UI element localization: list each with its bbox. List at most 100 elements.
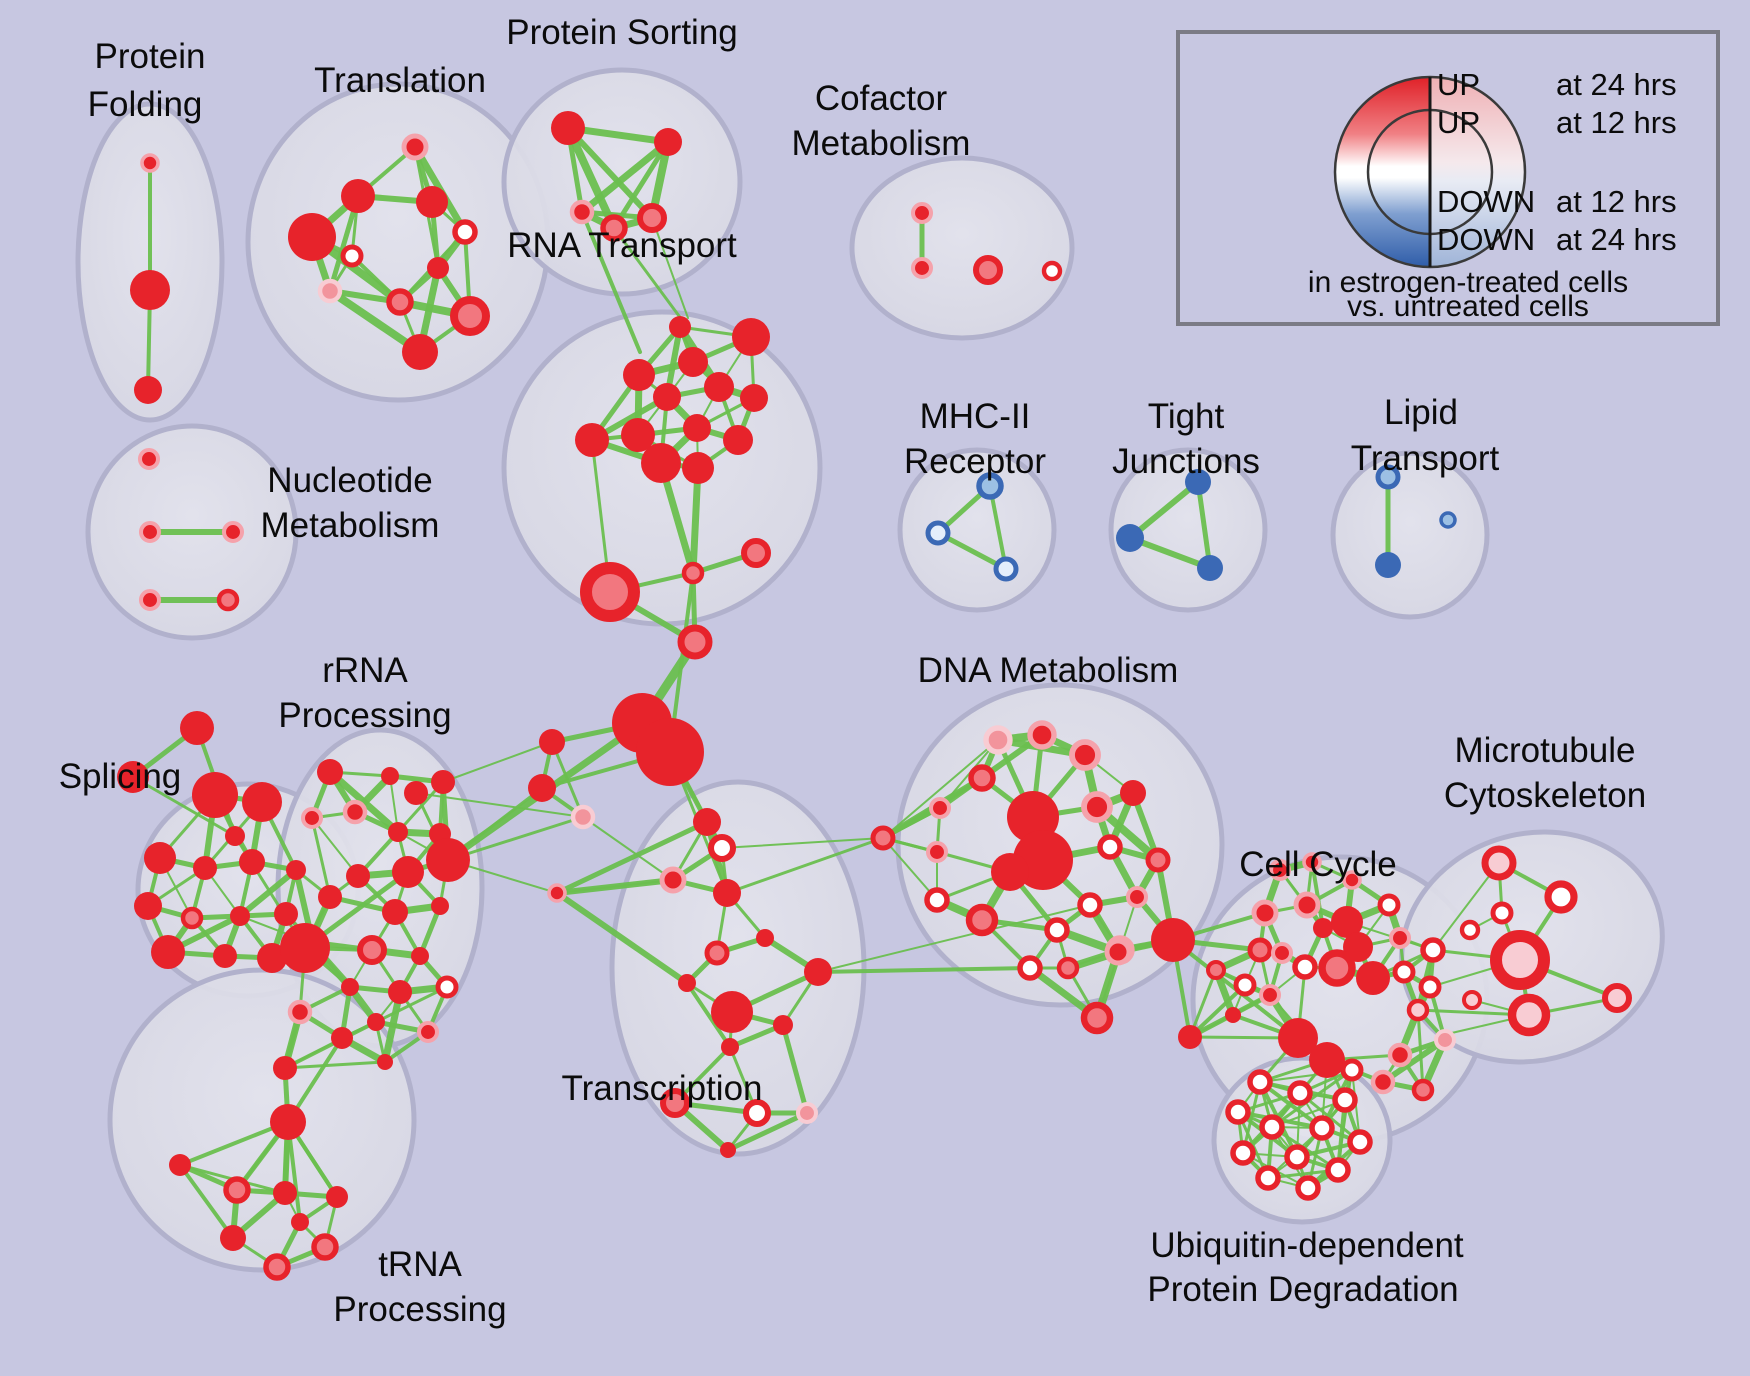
cluster-protein-folding-label: Folding [88,85,203,124]
network-node [1259,1114,1285,1140]
network-node [1145,847,1171,873]
network-node [404,781,428,805]
network-node [287,999,313,1025]
network-node [1375,552,1401,578]
network-node [1081,791,1113,823]
network-node [1388,926,1412,950]
network-node [924,887,950,913]
network-node [341,179,375,213]
cluster-ubiquitin-degradation-label: Protein Degradation [1147,1270,1458,1309]
network-node [1462,990,1482,1010]
network-node [1309,1042,1345,1078]
network-node [623,359,655,391]
network-node [637,203,667,233]
cluster-tight-junctions-ellipse [1108,447,1268,613]
network-edge [556,879,674,894]
network-node [140,153,160,173]
network-node [377,1054,393,1070]
network-edge [582,816,674,881]
network-node [1041,260,1063,282]
network-node [1125,885,1149,909]
network-node [311,1233,339,1261]
network-edge [817,904,1091,973]
network-node [678,347,708,377]
network-edge [612,226,684,322]
network-node [1247,937,1273,963]
network-node [331,1027,353,1049]
network-edge [580,210,642,354]
network-node [993,556,1019,582]
network-node [180,906,204,930]
network-node [1411,1078,1435,1102]
cluster-transcription-label: Transcription [562,1069,763,1108]
network-edge [178,1120,290,1167]
network-node [1309,1115,1335,1141]
labels-layer: Protein Folding Translation Protein Sorting… [59,13,1646,1329]
network-node [340,244,364,268]
network-node [910,256,934,280]
network-node [1370,1069,1396,1095]
network-node [910,201,934,225]
network-node [1375,464,1401,490]
network-node [704,372,734,402]
network-node [1230,1140,1256,1166]
network-node [654,128,682,156]
network-node [280,923,330,973]
network-edge [442,741,553,783]
network-node [641,443,681,483]
network-node [723,425,753,455]
network-node [1287,1080,1313,1106]
network-node [288,213,336,261]
network-edge [237,867,299,919]
network-node [1185,469,1211,495]
network-edge [1380,1037,1448,1085]
network-node [1206,960,1226,980]
network-node [636,718,704,786]
network-edge [131,775,237,838]
network-node [968,764,996,792]
network-edge [1310,860,1325,930]
network-node [711,991,753,1033]
network-edge [1188,983,1247,1039]
network-edge [565,125,655,221]
network-node [137,447,161,471]
legend-time-label: at 12 hrs [1556,184,1677,219]
network-node [169,1154,191,1176]
legend-direction-label: DOWN [1437,222,1535,257]
network-node [401,133,429,161]
network-node [1278,1018,1318,1058]
network-node [151,935,185,969]
cluster-trna-processing-label: Processing [333,1290,506,1329]
network-edge [1127,479,1201,541]
network-node [386,288,414,316]
network-node [138,588,162,612]
network-node [925,520,951,546]
legend-time-label: at 12 hrs [1556,105,1677,140]
network-node [795,1101,819,1125]
network-node [1225,1099,1251,1125]
network-node [1325,1157,1351,1183]
network-node [1387,1042,1413,1068]
network-node [773,1015,793,1035]
cluster-splicing-label: Splicing [59,757,182,796]
network-node [1343,932,1373,962]
network-node [452,219,478,245]
network-node [569,199,595,225]
legend-gradient-icon-pale [1430,77,1525,267]
network-node [1377,893,1401,917]
network-node [291,1213,309,1231]
network-node [1120,780,1146,806]
network-node [381,767,399,785]
network-node [973,255,1003,285]
network-node [317,278,343,304]
network-node [130,270,170,310]
network-node [683,414,711,442]
network-node [257,943,287,973]
network-node [1490,930,1550,990]
network-node [741,538,771,568]
network-node [300,806,324,830]
network-node [388,980,412,1004]
network-node [144,842,176,874]
cluster-nucleotide-metabolism-label: Metabolism [261,506,440,545]
